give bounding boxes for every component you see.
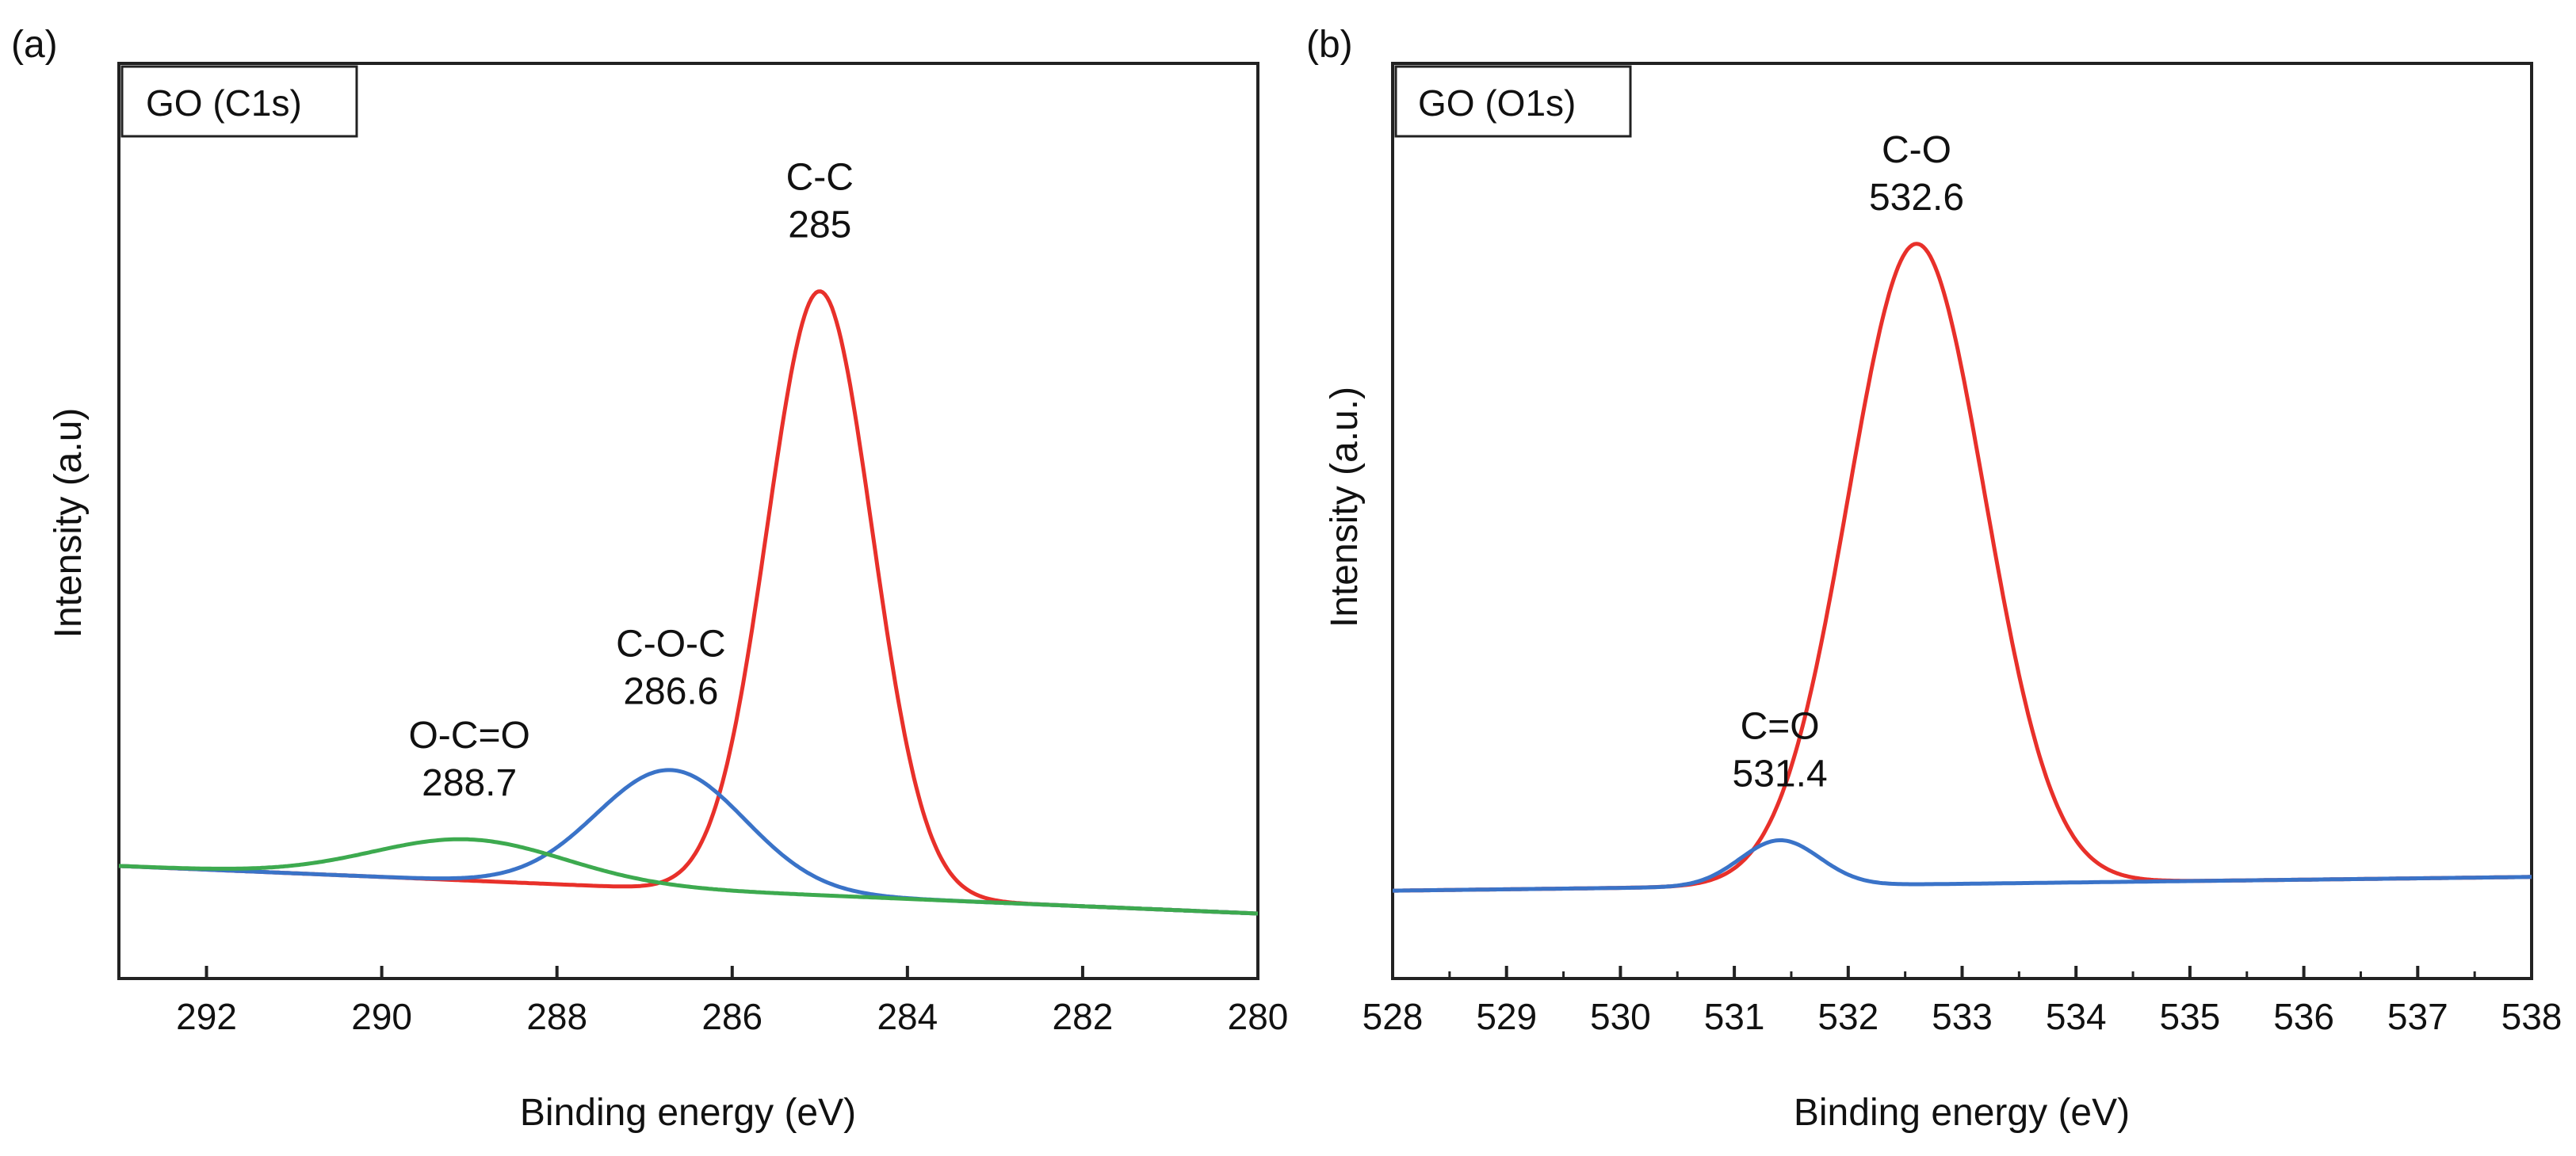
panel-a-letter: (a): [11, 24, 58, 66]
peak-label-value: 285: [788, 204, 851, 246]
panel-b-annotations: C-O 532.6 C=O 531.4: [1733, 129, 1965, 795]
panel-a-y-axis-title: Intensity (a.u): [48, 408, 90, 639]
panel-b-x-tick-label: 535: [2160, 996, 2221, 1037]
peak-label-value: 288.7: [422, 762, 517, 804]
panel-a-title: GO (C1s): [146, 82, 302, 124]
panel-a-x-tick-label: 288: [526, 996, 587, 1037]
panel-b-x-tick-label: 534: [2046, 996, 2107, 1037]
panel-a-c1s: (a) 292 290 288 286 284 282 280 C-C 285 C-O-C 286…: [11, 24, 1288, 1134]
peak-label-value: 532.6: [1869, 177, 1964, 219]
panel-a-x-tick-label: 286: [701, 996, 762, 1037]
panel-a-series-o-c-o: [118, 837, 1259, 916]
panel-a-x-ticks: 292 290 288 286 284 282 280: [176, 966, 1288, 1037]
panel-b-x-tick-label: 537: [2387, 996, 2448, 1037]
panel-b-x-tick-label: 531: [1704, 996, 1765, 1037]
panel-b-x-tick-label: 538: [2501, 996, 2563, 1037]
panel-b-y-axis-title: Intensity (a.u.): [1324, 387, 1366, 628]
panel-a-plot-frame: [117, 62, 1259, 980]
panel-a-title-box: [120, 65, 358, 138]
panel-a-series-c-o-c: [118, 768, 1259, 916]
peak-label-name: C-C: [786, 156, 854, 198]
panel-b-x-tick-label: 533: [1932, 996, 1993, 1037]
panel-a-annotations: C-C 285 C-O-C 286.6 O-C=O 288.7: [408, 156, 853, 804]
peak-label-name: C=O: [1741, 705, 1820, 747]
panel-b-x-tick-label: 536: [2273, 996, 2334, 1037]
panel-b-o1s: (b) 528 529 530 531 532 533 534 535 536 537 538 C-…: [1306, 24, 2562, 1134]
panel-a-curves: [118, 289, 1259, 916]
panel-a-x-tick-label: 290: [351, 996, 412, 1037]
peak-label-value: 286.6: [623, 671, 718, 713]
panel-b-title: GO (O1s): [1418, 82, 1576, 124]
panel-b-x-tick-label: 528: [1363, 996, 1424, 1037]
panel-b-x-tick-label: 532: [1817, 996, 1878, 1037]
panel-b-curves: [1393, 242, 2532, 893]
panel-b-x-tick-label: 530: [1590, 996, 1651, 1037]
peak-label-name: C-O: [1882, 129, 1951, 171]
panel-a-x-tick-label: 292: [176, 996, 237, 1037]
panel-b-series-c-o: [1393, 242, 2532, 893]
panel-b-letter: (b): [1306, 24, 1353, 66]
panel-a-x-axis-title: Binding energy (eV): [520, 1092, 856, 1134]
panel-b-x-axis-title: Binding energy (eV): [1794, 1092, 2130, 1134]
panel-b-x-ticks: 528 529 530 531 532 533 534 535 536 537 538: [1363, 966, 2563, 1037]
peak-label-name: O-C=O: [408, 715, 529, 757]
panel-b-title-box: [1394, 65, 1632, 138]
panel-a-x-tick-label: 282: [1053, 996, 1114, 1037]
panel-b-series-c-o: [1393, 838, 2532, 893]
panel-a-x-tick-label: 280: [1228, 996, 1289, 1037]
panel-a-series-c-c: [118, 289, 1259, 916]
panel-a-x-tick-label: 284: [877, 996, 938, 1037]
peak-label-name: C-O-C: [616, 624, 726, 666]
peak-label-value: 531.4: [1733, 753, 1828, 795]
panel-b-x-tick-label: 529: [1476, 996, 1537, 1037]
